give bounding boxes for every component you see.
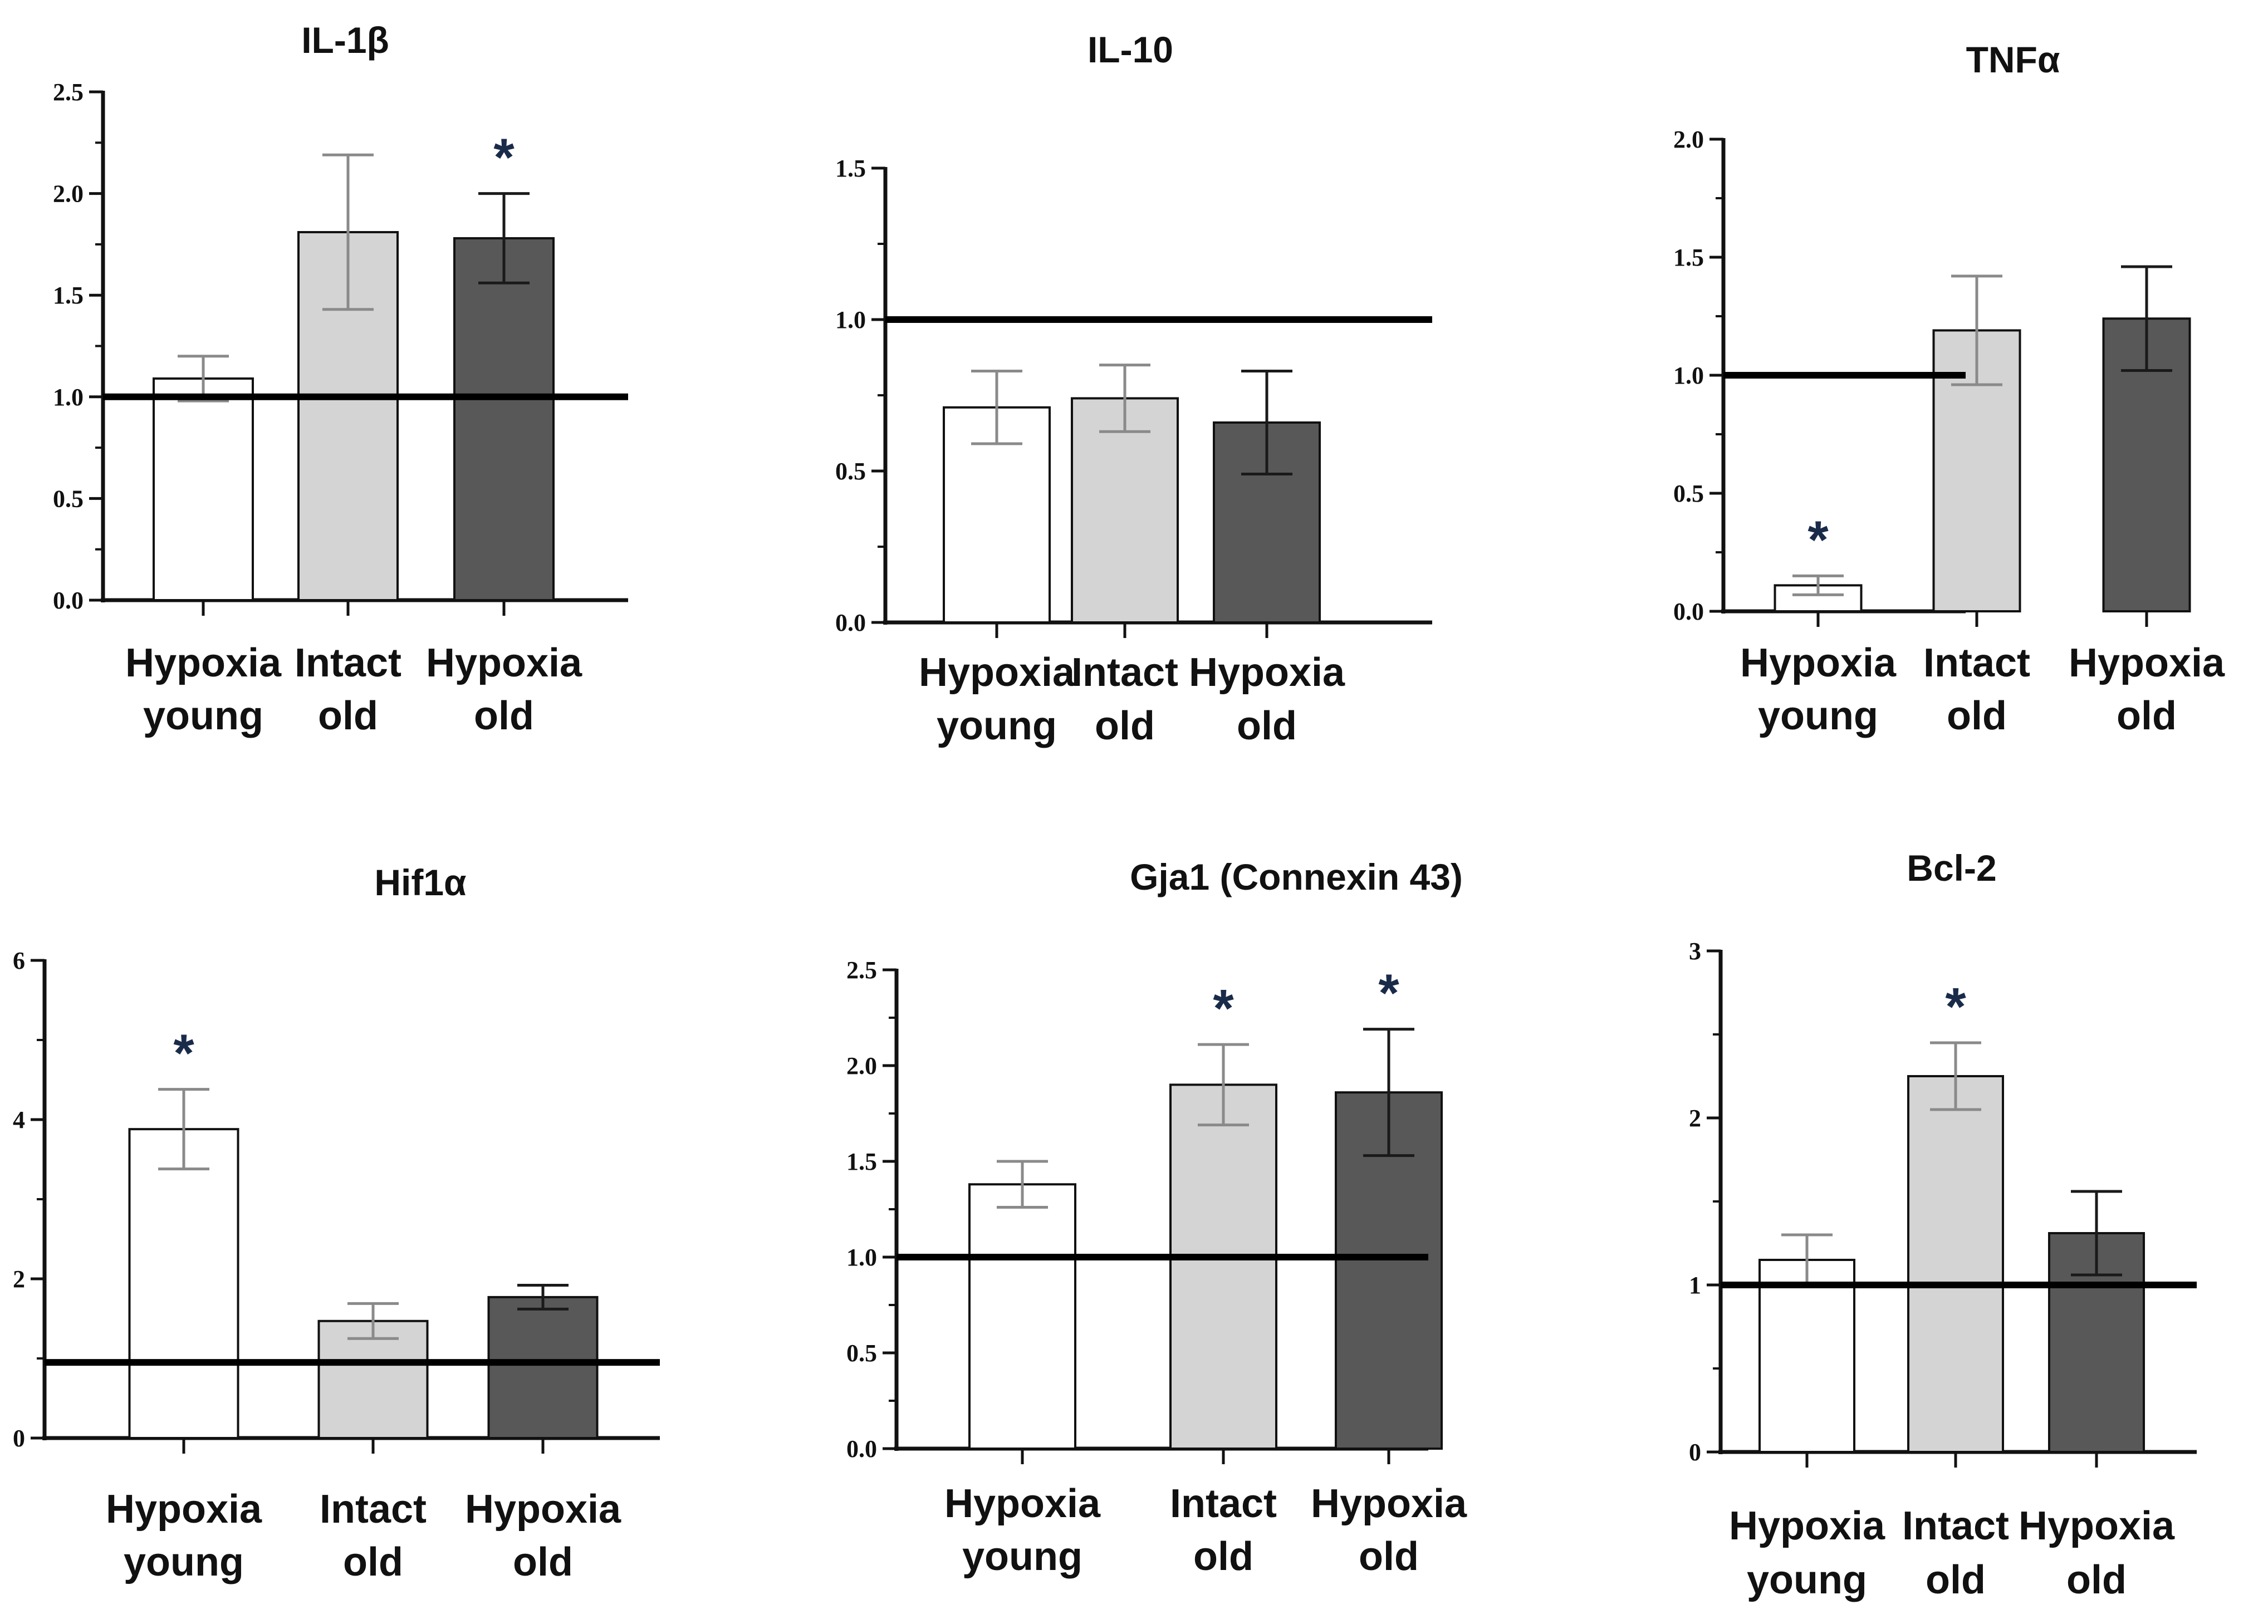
category-label-line1: Hypoxia — [1740, 641, 1897, 685]
y-tick-label: 0.0 — [846, 1435, 877, 1463]
significance-star: * — [1945, 977, 1966, 1037]
y-tick-label: 1.5 — [53, 282, 84, 309]
bar — [487, 1296, 599, 1439]
y-tick-label: 2.5 — [846, 956, 877, 984]
y-tick-label: 2.0 — [53, 180, 84, 208]
chart-title: IL-1β — [301, 19, 389, 61]
y-tick-label: 2 — [13, 1265, 25, 1293]
category-label-line1: Hypoxia — [2019, 1504, 2175, 1548]
category-label-line1: Intact — [320, 1487, 427, 1532]
category-label-line1: Intact — [1170, 1481, 1277, 1526]
y-tick-label: 1.5 — [846, 1148, 877, 1175]
bar — [128, 1128, 239, 1440]
category-label-line1: Hypoxia — [125, 641, 282, 685]
category-label-line1: Hypoxia — [944, 1481, 1101, 1526]
category-label-line2: young — [1758, 694, 1878, 738]
category-label-line2: old — [1193, 1534, 1253, 1579]
significance-star: * — [493, 128, 515, 188]
y-tick-label: 1.0 — [835, 306, 866, 333]
bar — [1758, 1259, 1855, 1453]
chart-panel-5: Gja1 (Connexin 43) 0.0 0.5 1.0 1.5 2.0 2.5 Hypo… — [846, 856, 1467, 1579]
category-label-line2: old — [1926, 1558, 1986, 1602]
chart-panel-2: IL-10 0.0 0.5 1.0 1.5 Hypoxia young Intact old Hy… — [835, 29, 1432, 748]
y-tick-label: 1.5 — [835, 155, 866, 182]
significance-star: * — [1807, 510, 1829, 570]
y-tick-label: 1.5 — [1673, 244, 1704, 271]
category-label-line2: young — [962, 1534, 1082, 1579]
category-label-line2: old — [343, 1540, 403, 1584]
category-label-line2: old — [513, 1540, 573, 1584]
category-label-line1: Hypoxia — [1311, 1481, 1467, 1526]
category-label-line2: young — [124, 1540, 244, 1584]
y-tick-label: 0.0 — [835, 609, 866, 636]
y-tick-label: 1.0 — [1673, 362, 1704, 389]
y-tick-label: 0 — [13, 1425, 25, 1452]
bar — [1907, 1075, 2004, 1453]
chart-title: Gja1 (Connexin 43) — [1130, 856, 1463, 897]
significance-star: * — [173, 1024, 194, 1083]
category-label-line2: old — [318, 694, 378, 738]
chart-panel-6: Bcl-2 0 1 2 3 Hypoxia young * Intact old Hypoxia ol… — [1689, 847, 2197, 1602]
chart-title: TNFα — [1966, 39, 2060, 80]
category-label-line1: Hypoxia — [2069, 641, 2225, 685]
y-tick-label: 2 — [1689, 1105, 1701, 1132]
y-tick-label: 0 — [1689, 1439, 1701, 1466]
bar — [1213, 421, 1321, 624]
category-label-line2: young — [1747, 1558, 1867, 1602]
category-label-line2: old — [1237, 704, 1297, 748]
y-tick-label: 2.5 — [53, 78, 84, 106]
category-label-line2: old — [1947, 694, 2007, 738]
chart-panel-3: TNFα 0.0 0.5 1.0 1.5 2.0 * Hypoxia young Intact ol… — [1673, 39, 2225, 738]
category-label-line2: old — [1359, 1534, 1419, 1579]
category-label-line2: old — [474, 694, 534, 738]
chart-panels: IL-1β 0.0 0.5 1.0 1.5 2.0 2.5 Hypoxia young Intac… — [13, 19, 2225, 1602]
bar — [317, 1319, 429, 1440]
significance-star: * — [1378, 964, 1399, 1023]
y-tick-label: 4 — [13, 1106, 25, 1134]
category-label-line1: Intact — [1071, 650, 1178, 695]
y-tick-label: 1.0 — [53, 384, 84, 411]
y-tick-label: 2.0 — [846, 1052, 877, 1080]
category-label-line2: young — [937, 704, 1057, 748]
bar — [1071, 397, 1179, 624]
bar — [453, 237, 555, 602]
y-tick-label: 0.5 — [846, 1340, 877, 1367]
chart-panel-1: IL-1β 0.0 0.5 1.0 1.5 2.0 2.5 Hypoxia young Intac… — [53, 19, 628, 738]
category-label-line1: Hypoxia — [106, 1487, 262, 1532]
category-label-line1: Hypoxia — [1729, 1504, 1885, 1548]
y-tick-label: 1.0 — [846, 1244, 877, 1271]
category-label-line2: old — [2117, 694, 2177, 738]
y-tick-label: 0.5 — [53, 485, 84, 512]
y-tick-label: 0.0 — [1673, 598, 1704, 625]
category-label-line1: Intact — [1902, 1504, 2009, 1548]
y-tick-label: 0.5 — [835, 458, 866, 485]
significance-star: * — [1213, 979, 1234, 1038]
y-tick-label: 2.0 — [1673, 126, 1704, 153]
category-label-line2: young — [143, 694, 263, 738]
category-label-line1: Intact — [295, 641, 401, 685]
chart-title: Hif1α — [374, 862, 466, 903]
y-tick-label: 6 — [13, 947, 25, 974]
bar — [153, 377, 254, 601]
category-label-line1: Hypoxia — [465, 1487, 621, 1532]
chart-title: IL-10 — [1088, 29, 1173, 70]
y-tick-label: 0.0 — [53, 587, 84, 614]
category-label-line2: old — [1095, 704, 1155, 748]
category-label-line1: Hypoxia — [919, 650, 1075, 695]
category-label-line1: Hypoxia — [426, 641, 582, 685]
category-label-line1: Intact — [1923, 641, 2030, 685]
chart-panel-4: Hif1α 0 2 4 6 * Hypoxia young Intact old Hypoxia ol… — [13, 862, 660, 1584]
y-tick-label: 3 — [1689, 938, 1701, 965]
y-tick-label: 0.5 — [1673, 480, 1704, 507]
category-label-line2: old — [2066, 1558, 2127, 1602]
chart-title: Bcl-2 — [1907, 847, 1996, 889]
bar — [1169, 1083, 1277, 1450]
y-tick-label: 1 — [1689, 1272, 1701, 1299]
bar — [968, 1183, 1076, 1450]
category-label-line1: Hypoxia — [1189, 650, 1345, 695]
